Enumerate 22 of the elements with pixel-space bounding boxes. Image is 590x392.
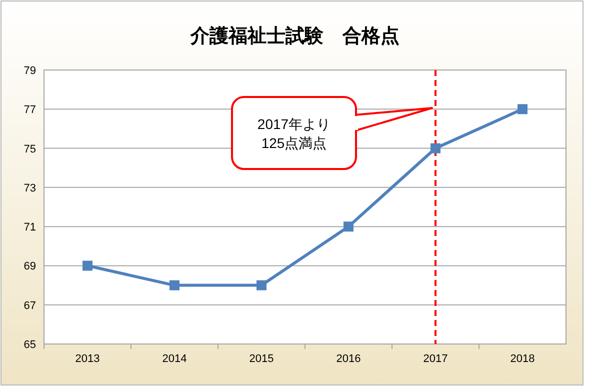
x-tick-label: 2014 xyxy=(162,353,187,365)
y-tick-label: 75 xyxy=(24,143,36,156)
y-tick-label: 73 xyxy=(24,182,36,194)
chart-title: 介護福祉士試験 合格点 xyxy=(190,25,400,47)
point xyxy=(344,222,354,232)
x-tick-label: 2013 xyxy=(75,353,100,365)
y-tick-label: 71 xyxy=(24,222,36,234)
x-tick-label: 2017 xyxy=(423,353,448,365)
point xyxy=(82,260,92,271)
y-tick-label: 77 xyxy=(24,104,36,116)
point xyxy=(518,104,528,114)
point xyxy=(430,143,440,154)
point xyxy=(170,280,180,290)
y-tick-label: 65 xyxy=(24,339,36,351)
x-tick-label: 2018 xyxy=(510,353,535,365)
x-tick-label: 2015 xyxy=(249,353,274,365)
y-tick-label: 79 xyxy=(24,65,36,77)
y-tick-label: 67 xyxy=(24,300,36,312)
y-tick-label: 69 xyxy=(24,260,36,273)
point xyxy=(256,280,266,290)
x-tick-label: 2016 xyxy=(336,353,361,365)
annotation: 2017年より 125点満点 xyxy=(257,116,331,151)
